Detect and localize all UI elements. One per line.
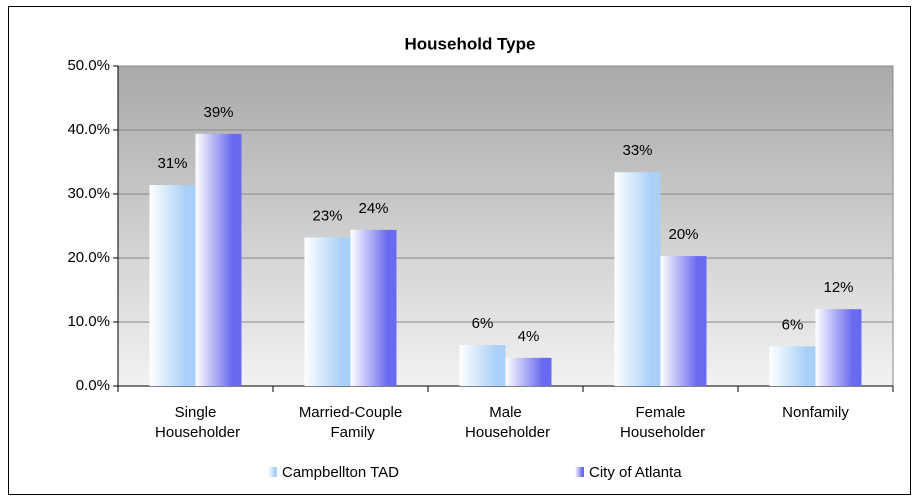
bar [505, 357, 552, 386]
y-tick-label: 10.0% [67, 313, 110, 330]
x-tick-label: Single Householder [151, 404, 240, 441]
plot-area [117, 65, 894, 387]
data-label: 31% [157, 155, 187, 172]
legend-label: City of Atlanta [589, 464, 682, 481]
data-label: 6% [782, 316, 804, 333]
x-tick-label: Male Householder [461, 404, 550, 441]
data-label: 39% [203, 104, 233, 121]
y-tick-label: 40.0% [67, 121, 110, 138]
bar [769, 346, 816, 386]
bar [304, 237, 351, 386]
bar [614, 172, 661, 386]
y-tick-label: 50.0% [67, 57, 110, 74]
y-tick-label: 30.0% [67, 185, 110, 202]
data-label: 33% [622, 142, 652, 159]
legend-label: Campbellton TAD [282, 464, 399, 481]
legend-swatch [268, 467, 277, 477]
x-tick-label: Female Householder [616, 404, 705, 441]
bar [149, 185, 196, 386]
bar [350, 229, 397, 386]
bar [459, 345, 506, 386]
chart-title: Household Type [405, 34, 536, 53]
data-label: 23% [312, 207, 342, 224]
x-tick-label: Nonfamily [782, 404, 849, 421]
data-label: 20% [668, 226, 698, 243]
legend-swatch [575, 467, 584, 477]
bar [815, 309, 862, 386]
y-tick-label: 20.0% [67, 249, 110, 266]
x-tick-label: Married-Couple Family [299, 404, 402, 441]
bar [660, 256, 707, 386]
y-tick-label: 0.0% [76, 377, 110, 394]
data-label: 24% [358, 200, 388, 217]
data-label: 4% [518, 328, 540, 345]
data-label: 6% [472, 315, 494, 332]
data-label: 12% [823, 279, 853, 296]
bar [195, 133, 242, 386]
